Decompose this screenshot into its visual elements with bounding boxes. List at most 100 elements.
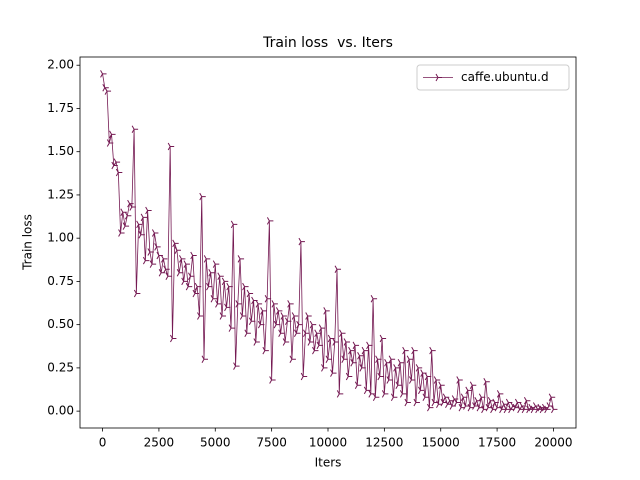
point-marker [190,251,197,260]
point-marker [280,312,287,320]
point-marker [354,381,362,389]
point-marker [262,346,269,355]
point-marker [415,364,423,372]
point-marker [140,213,148,222]
point-marker [208,269,215,277]
point-marker [357,352,364,360]
point-marker [100,70,107,78]
point-marker [215,300,222,308]
x-tick-label: 10000 [309,436,347,450]
point-marker [124,211,132,220]
point-marker [165,272,172,280]
y-tick-label: 1.75 [47,101,74,115]
point-marker [156,251,163,260]
point-marker [404,398,411,407]
point-marker [521,405,529,414]
point-marker [454,398,461,407]
point-marker [336,390,344,398]
point-marker [246,289,254,298]
point-marker [131,125,139,133]
point-marker [136,220,143,229]
point-marker [251,296,258,305]
chart-title: Train loss vs. Iters [262,35,393,51]
point-marker [113,158,121,166]
x-tick-label: 7500 [256,436,287,450]
point-marker [188,272,195,280]
point-marker [406,355,414,363]
point-marker [235,300,242,308]
y-tick-label: 2.00 [47,58,74,72]
point-marker [201,355,208,363]
point-marker [185,282,193,291]
point-marker [210,294,218,303]
point-marker [548,393,556,402]
point-marker [539,405,547,414]
legend-label: caffe.ubuntu.d [461,70,549,84]
point-marker [393,364,400,372]
point-marker [469,381,477,389]
point-marker [318,324,326,332]
point-marker [194,282,202,291]
point-marker [350,358,357,367]
point-marker [303,329,310,338]
point-marker [291,312,299,320]
y-tick-label: 1.00 [47,231,74,245]
axes-frame [79,56,577,429]
point-marker [271,300,278,308]
point-marker [375,355,382,363]
point-marker [361,346,369,355]
point-marker [176,269,184,277]
point-marker [149,260,157,268]
point-marker [546,402,553,410]
point-marker [327,334,335,343]
point-marker [145,206,152,215]
point-marker [370,294,378,303]
point-marker [456,376,463,384]
point-marker [397,358,405,367]
point-marker [368,390,375,398]
point-marker [158,269,166,277]
point-marker [386,376,393,384]
point-marker [352,341,360,350]
point-marker [402,346,409,355]
point-marker [163,265,170,274]
point-marker [228,324,236,332]
point-marker [388,355,396,363]
point-marker [253,338,260,346]
point-marker [248,317,256,325]
point-marker [399,390,407,398]
point-marker [287,300,294,308]
point-marker [413,398,420,407]
point-marker [255,300,263,308]
point-marker [296,320,303,329]
point-marker [359,364,366,372]
point-marker [478,393,486,402]
point-marker [422,393,429,402]
point-marker [309,320,317,329]
legend-marker [435,73,442,82]
point-marker [321,364,328,372]
point-marker [104,87,112,95]
point-marker [429,346,436,355]
point-marker [483,377,490,386]
point-marker [266,217,274,225]
point-marker [334,265,342,274]
point-marker [300,372,308,381]
point-marker [514,398,522,407]
point-marker [273,320,281,329]
point-marker [420,369,427,377]
point-marker [330,369,337,377]
x-tick-label: 17500 [478,436,516,450]
point-marker [138,230,145,239]
point-marker [377,372,384,381]
point-marker [526,405,533,414]
point-marker [172,239,179,248]
point-marker [503,405,511,414]
point-marker [408,376,416,384]
point-marker [179,255,186,263]
point-marker [115,168,123,177]
point-marker [221,277,229,286]
point-marker [366,341,373,350]
point-marker [275,307,283,315]
